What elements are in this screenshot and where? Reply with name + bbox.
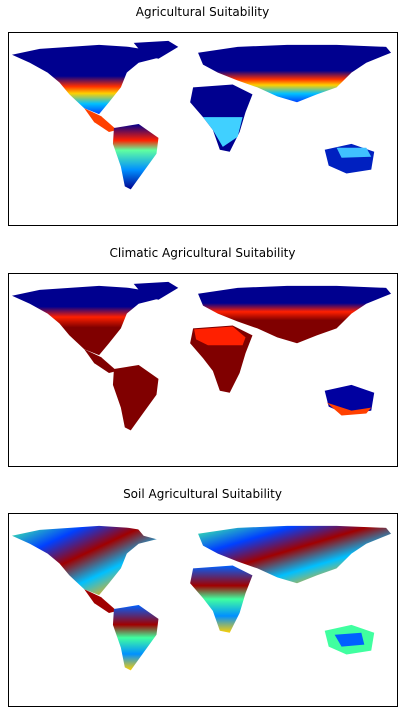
continent-eurasia xyxy=(198,525,392,584)
continent-south-america xyxy=(112,365,159,431)
map-agricultural-suitability xyxy=(8,32,398,226)
continent-central-america xyxy=(84,349,117,373)
continent-north-america xyxy=(11,285,159,356)
australia-coast xyxy=(326,402,372,416)
continent-eurasia xyxy=(198,285,392,344)
panel-title-climatic-agricultural-suitability: Climatic Agricultural Suitability xyxy=(109,246,296,260)
world-map-svg xyxy=(11,521,392,671)
continent-south-america xyxy=(112,124,159,190)
map-soil-agricultural-suitability xyxy=(8,513,398,707)
map-climatic-agricultural-suitability xyxy=(8,273,398,467)
australia-coast xyxy=(336,147,372,158)
landmass-greenland xyxy=(133,281,179,300)
continent-central-america xyxy=(84,108,117,132)
panel-title-soil-agricultural-suitability: Soil Agricultural Suitability xyxy=(123,487,282,501)
continent-north-america xyxy=(11,44,159,115)
landmass-greenland xyxy=(133,40,179,59)
continent-africa xyxy=(190,565,253,633)
continent-eurasia xyxy=(198,44,392,103)
world-map-svg xyxy=(11,281,392,431)
continent-south-america xyxy=(112,605,159,671)
continent-central-america xyxy=(84,589,117,613)
australia-interior xyxy=(334,632,365,647)
world-map-svg xyxy=(11,40,392,190)
africa-suitable-band xyxy=(203,117,243,147)
africa-sahara xyxy=(194,326,246,346)
panel-title-agricultural-suitability: Agricultural Suitability xyxy=(135,5,270,19)
landmass-greenland xyxy=(133,521,179,540)
continent-north-america xyxy=(11,525,159,596)
